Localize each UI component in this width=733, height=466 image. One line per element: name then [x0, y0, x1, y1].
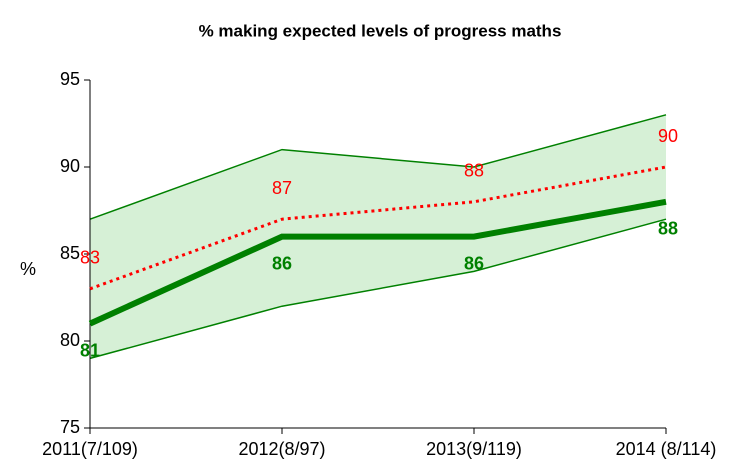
y-axis-label: %: [20, 259, 36, 279]
y-tick-label: 90: [60, 156, 80, 176]
y-tick-label: 95: [60, 69, 80, 89]
x-tick-label: 2014 (8/114): [616, 439, 717, 459]
line-series: [88, 198, 667, 327]
y-tick-label: 85: [60, 243, 80, 263]
x-tick-label: 2012(8/97): [238, 439, 325, 459]
data-label: 90: [658, 126, 678, 146]
band-upper: [89, 114, 667, 220]
band-lower: [89, 218, 667, 360]
x-tick-label: 2013(9/119): [426, 439, 522, 459]
data-label: 87: [272, 178, 292, 198]
y-tick-label: 80: [60, 330, 80, 350]
data-label: 88: [464, 161, 484, 181]
data-label: 81: [80, 340, 100, 360]
x-tick-label: 2011(7/109): [42, 439, 138, 459]
data-label: 83: [80, 248, 100, 268]
chart-title: % making expected levels of progress mat…: [199, 21, 562, 40]
data-label: 86: [272, 253, 292, 273]
data-label: 88: [658, 219, 678, 239]
data-label: 86: [464, 253, 484, 273]
y-tick-label: 75: [60, 417, 80, 437]
